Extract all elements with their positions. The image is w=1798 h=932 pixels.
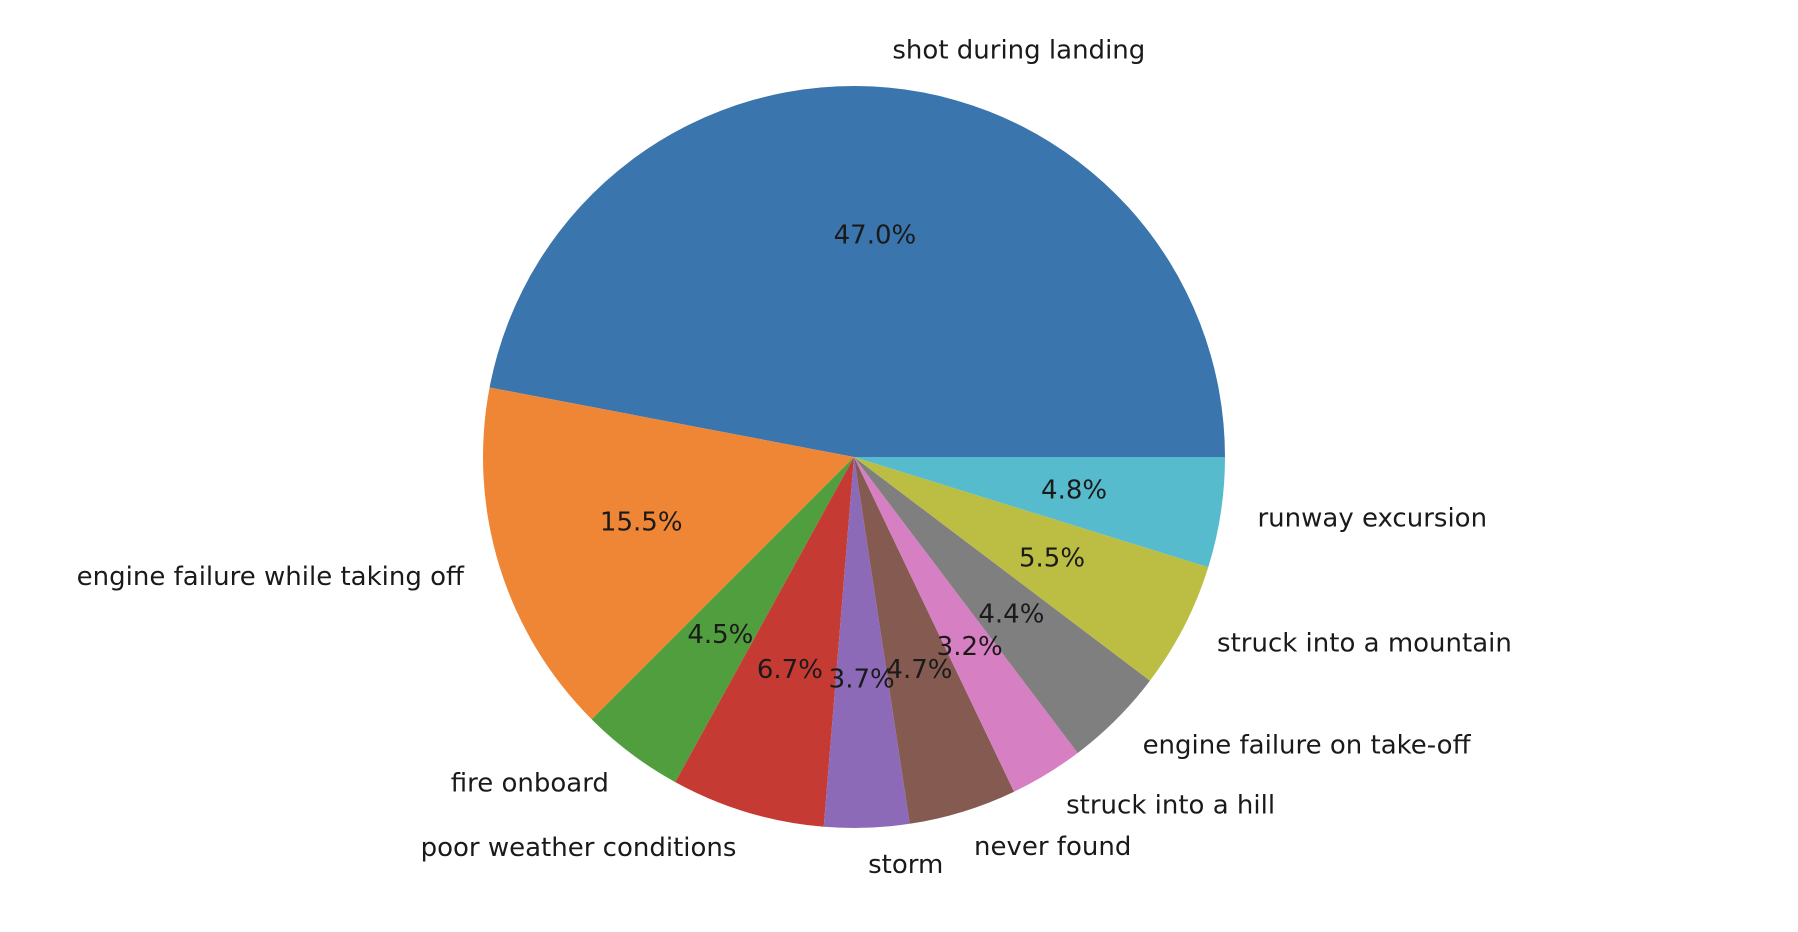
- slice-label-engine-failure-while-taking-off: engine failure while taking off: [77, 562, 465, 592]
- pct-label-struck-into-a-mountain: 5.5%: [1019, 544, 1085, 574]
- pie-slice-shot-during-landing: [489, 85, 1226, 458]
- pct-label-fire-onboard: 4.5%: [687, 620, 753, 650]
- pct-label-engine-failure-on-take-off: 4.4%: [978, 599, 1044, 629]
- pie-slices: [483, 85, 1226, 828]
- pie-slice-engine-failure-while-taking-off: [483, 387, 854, 720]
- pie-slice-never-found: [854, 457, 1015, 824]
- slice-label-engine-failure-on-take-off: engine failure on take-off: [1143, 731, 1472, 761]
- slice-label-shot-during-landing: shot during landing: [892, 36, 1145, 66]
- pie-slice-storm: [823, 457, 910, 828]
- pie-slice-fire-onboard: [591, 457, 854, 783]
- pct-label-struck-into-a-hill: 3.2%: [937, 632, 1003, 662]
- pct-label-poor-weather-conditions: 6.7%: [757, 655, 823, 685]
- slice-label-struck-into-a-mountain: struck into a mountain: [1217, 628, 1512, 658]
- slice-label-never-found: never found: [974, 832, 1131, 862]
- pie-slice-poor-weather-conditions: [675, 457, 854, 827]
- pct-label-shot-during-landing: 47.0%: [834, 220, 917, 250]
- pct-label-runway-excursion: 4.8%: [1041, 475, 1107, 505]
- pie-slice-struck-into-a-hill: [854, 457, 1078, 792]
- slice-label-fire-onboard: fire onboard: [451, 768, 609, 798]
- pct-label-never-found: 4.7%: [886, 655, 952, 685]
- slice-label-struck-into-a-hill: struck into a hill: [1066, 791, 1275, 821]
- category-labels: shot during landing engine failure while …: [77, 36, 1512, 880]
- percentage-labels: 47.0% 15.5% 4.5%6.7% 3.7%4.7%3.2%4.4% 5.5% 4.…: [600, 220, 1107, 694]
- pie-slice-struck-into-a-mountain: [854, 457, 1209, 681]
- slice-label-storm: storm: [868, 850, 943, 880]
- pct-label-storm: 3.7%: [829, 664, 895, 694]
- pct-label-engine-failure-while-taking-off: 15.5%: [600, 507, 683, 537]
- slice-label-poor-weather-conditions: poor weather conditions: [421, 833, 737, 863]
- slice-label-runway-excursion: runway excursion: [1257, 503, 1487, 533]
- pie-slice-runway-excursion: [854, 457, 1225, 568]
- pie-slice-engine-failure-on-take-off: [854, 457, 1150, 753]
